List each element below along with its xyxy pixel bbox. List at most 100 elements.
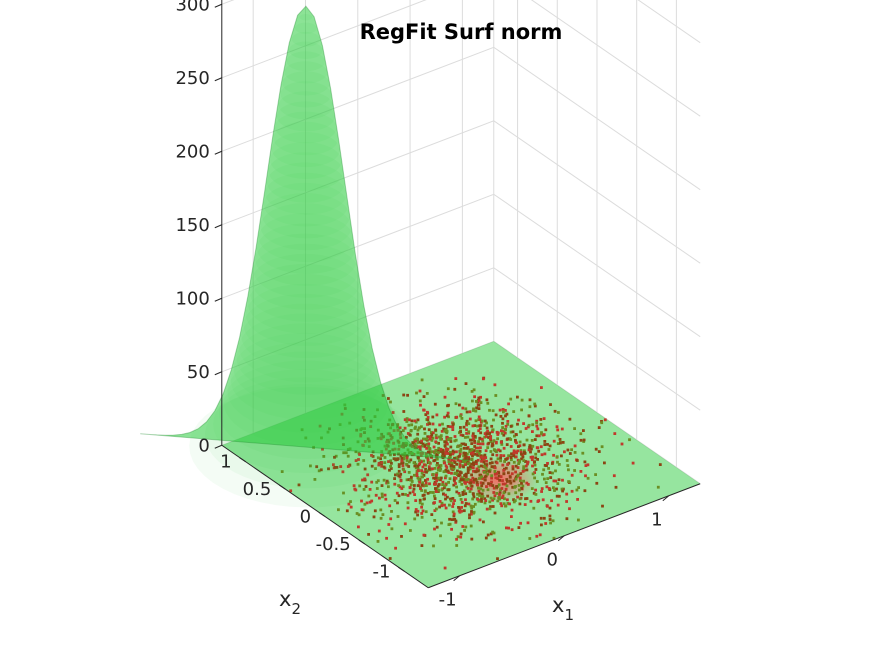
scatter-point [439,437,443,441]
scatter-point [491,530,494,534]
scatter-point [446,469,450,473]
scatter-point [341,470,345,474]
scatter-point [464,463,467,466]
scatter-point [502,430,506,433]
scatter-point [476,498,480,501]
scatter-point [532,491,536,495]
scatter-point [420,441,423,445]
scatter-point [533,463,537,467]
scatter-point [579,438,583,442]
scatter-point [437,488,440,492]
scatter-point [433,509,437,512]
scatter-point [395,491,399,495]
scatter-point [344,451,348,455]
y-tick-mark [398,566,405,572]
scatter-point [455,544,459,547]
scatter-point [445,430,449,433]
scatter-point [538,533,542,537]
scatter-point [385,481,389,485]
x-tick-mark [453,575,460,582]
scatter-point [495,492,499,495]
scatter-point [431,491,435,494]
scatter-point [432,476,435,480]
scatter-point [394,546,397,550]
scatter-point [536,446,540,450]
z-tick-label: 50 [187,362,210,383]
z-tick-mark [214,371,222,376]
scatter-point [495,461,499,465]
scatter-point [431,436,435,440]
scatter-point [416,467,420,471]
scatter-point [480,497,483,501]
scatter-point [498,478,501,482]
scatter-point [579,432,583,436]
scatter-point [451,505,455,508]
scatter-point [373,459,377,463]
x-axis-label: x1 [552,593,574,624]
scatter-point [453,456,456,460]
scatter-point [403,522,407,526]
scatter-point [504,504,508,508]
scatter-point [459,535,463,539]
scatter-point [397,474,401,478]
scatter-point [420,515,424,519]
scatter-point [502,410,505,414]
x-tick-label: 0 [546,550,557,571]
scatter-point [355,512,359,515]
scatter-point [557,463,561,466]
scatter-point [421,494,425,497]
scatter-point [518,497,522,501]
scatter-point [387,523,391,526]
scatter-point [498,491,502,494]
scatter-point [521,455,525,459]
scatter-point [526,483,530,486]
scatter-point [486,533,490,537]
scatter-point [561,478,564,482]
scatter-point [463,529,466,532]
scatter-point [495,485,498,488]
scatter-point [444,476,447,480]
scatter-point [458,459,462,463]
scatter-point [519,472,523,475]
scatter-point [459,426,462,429]
scatter-point [456,455,460,459]
scatter-point [437,467,440,470]
scatter-point [400,457,404,460]
scatter-point [550,499,553,503]
scatter-point [383,461,387,464]
scatter-point [600,445,604,449]
scatter-point [414,508,418,511]
scatter-point [442,492,445,496]
scatter-point [446,442,449,446]
scatter-point [449,445,453,449]
scatter-point [423,432,427,435]
scatter-point [517,445,520,448]
scatter-point [463,480,466,484]
scatter-point [478,473,482,477]
scatter-point [400,535,403,538]
scatter-point [506,423,510,426]
scatter-point [515,451,518,455]
scatter-point [567,480,570,483]
scatter-point [535,424,539,428]
scatter-point [464,492,468,496]
scatter-point [468,410,472,414]
scatter-point [519,450,523,454]
scatter-point [375,487,379,490]
scatter-point [483,424,487,427]
scatter-point [496,499,500,503]
scatter-point [473,441,477,445]
scatter-point [473,435,477,438]
scatter-point [388,557,392,560]
scatter-point [376,456,380,460]
scatter-point [579,470,583,473]
scatter-point [459,444,463,447]
scatter-point [413,493,416,496]
scatter-point [458,403,461,407]
scatter-point [367,533,370,536]
scatter-point [381,513,385,516]
scatter-point [490,480,493,484]
scatter-point [443,566,447,570]
scatter-point [485,459,488,463]
